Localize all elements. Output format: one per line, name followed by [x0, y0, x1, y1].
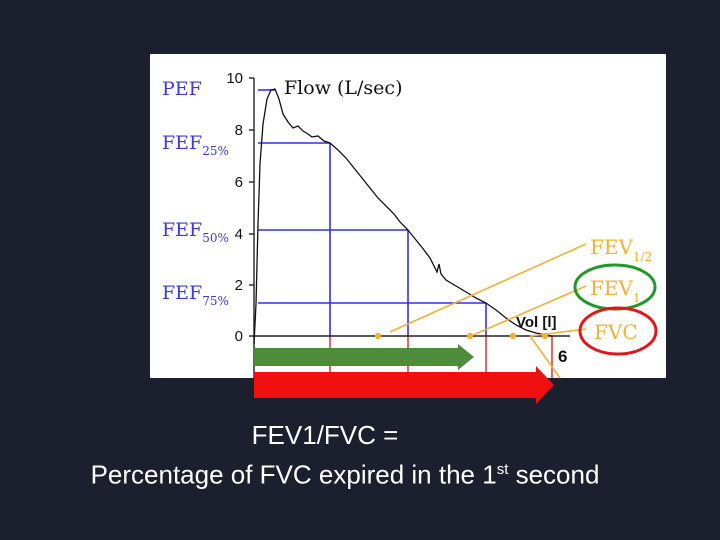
green-arrow-shaft — [254, 348, 460, 366]
fef25-label-sub: 25% — [202, 144, 229, 158]
left-labels: PEF FEF25% FEF50% FEF75% — [162, 78, 229, 308]
red-arrow-head — [536, 366, 554, 404]
flow-volume-diagram: 10 8 6 4 2 0 Flow (L/sec) Vol [l] 6 PEF … — [150, 54, 666, 404]
fev1-pointer-line — [472, 285, 587, 336]
axes — [249, 77, 570, 378]
y-axis-title: Flow (L/sec) — [284, 77, 402, 99]
red-arrow-shaft — [254, 372, 538, 398]
fev1-label-sub: 1 — [633, 291, 641, 305]
dot-one-second — [466, 332, 474, 340]
fvc-down-line — [529, 335, 561, 379]
fef25-label-main: FEF — [162, 132, 202, 154]
caption-line-2-start: Percentage of FVC expired in the 1 — [90, 459, 497, 490]
blue-guide-lines — [258, 89, 487, 336]
y-tick-label-6: 6 — [235, 174, 243, 191]
right-labels: FEV1/2 FEV1 FVC — [590, 235, 652, 344]
fev-half-label: FEV1/2 — [590, 235, 652, 264]
fev-half-pointer-line — [389, 243, 587, 333]
x-tick-label-6: 6 — [558, 347, 567, 366]
dot-half-second — [374, 332, 382, 340]
pef-label: PEF — [162, 78, 202, 100]
caption-ordinal-suffix: st — [496, 461, 509, 478]
flow-volume-curve — [253, 88, 553, 345]
caption-line-1: FEV1/FVC = — [251, 420, 399, 450]
orange-pointer-lines — [389, 243, 587, 379]
fef25-label: FEF25% — [162, 132, 229, 158]
dot-fev1-end — [541, 332, 549, 340]
caption-line-2: Percentage of FVC expired in the 1st sec… — [0, 453, 720, 492]
fef75-label-sub: 75% — [202, 294, 229, 308]
fef50-label: FEF50% — [162, 219, 229, 245]
y-tick-label-4: 4 — [235, 226, 243, 243]
y-tick-label-2: 2 — [235, 277, 243, 294]
dot-fvc — [509, 332, 517, 340]
fev1-label: FEV1 — [590, 276, 641, 305]
fef50-label-sub: 50% — [202, 231, 229, 245]
caption: FEV1/FVC = Percentage of FVC expired in … — [0, 418, 720, 492]
fvc-pointer-line — [529, 328, 587, 337]
orange-dots — [374, 332, 549, 340]
y-tick-label-0: 0 — [235, 328, 243, 345]
y-tick-label-10: 10 — [226, 70, 243, 87]
fvc-label: FVC — [594, 320, 638, 344]
fef50-label-main: FEF — [162, 219, 202, 241]
fef75-label: FEF75% — [162, 282, 229, 308]
fev-half-label-sub: 1/2 — [633, 250, 652, 264]
y-tick-label-8: 8 — [235, 122, 243, 139]
y-tick-labels: 10 8 6 4 2 0 — [226, 70, 243, 345]
fev1-green-arrow — [254, 344, 474, 370]
green-arrow-head — [458, 344, 474, 370]
x-axis-title: Vol [l] — [516, 314, 557, 331]
fev1-label-main: FEV — [590, 276, 633, 300]
fvc-red-arrow — [254, 366, 554, 404]
caption-line-2-end: second — [508, 459, 600, 490]
fev-half-label-main: FEV — [590, 235, 633, 259]
fef75-label-main: FEF — [162, 282, 202, 304]
fvc-highlight-circle — [578, 306, 658, 356]
